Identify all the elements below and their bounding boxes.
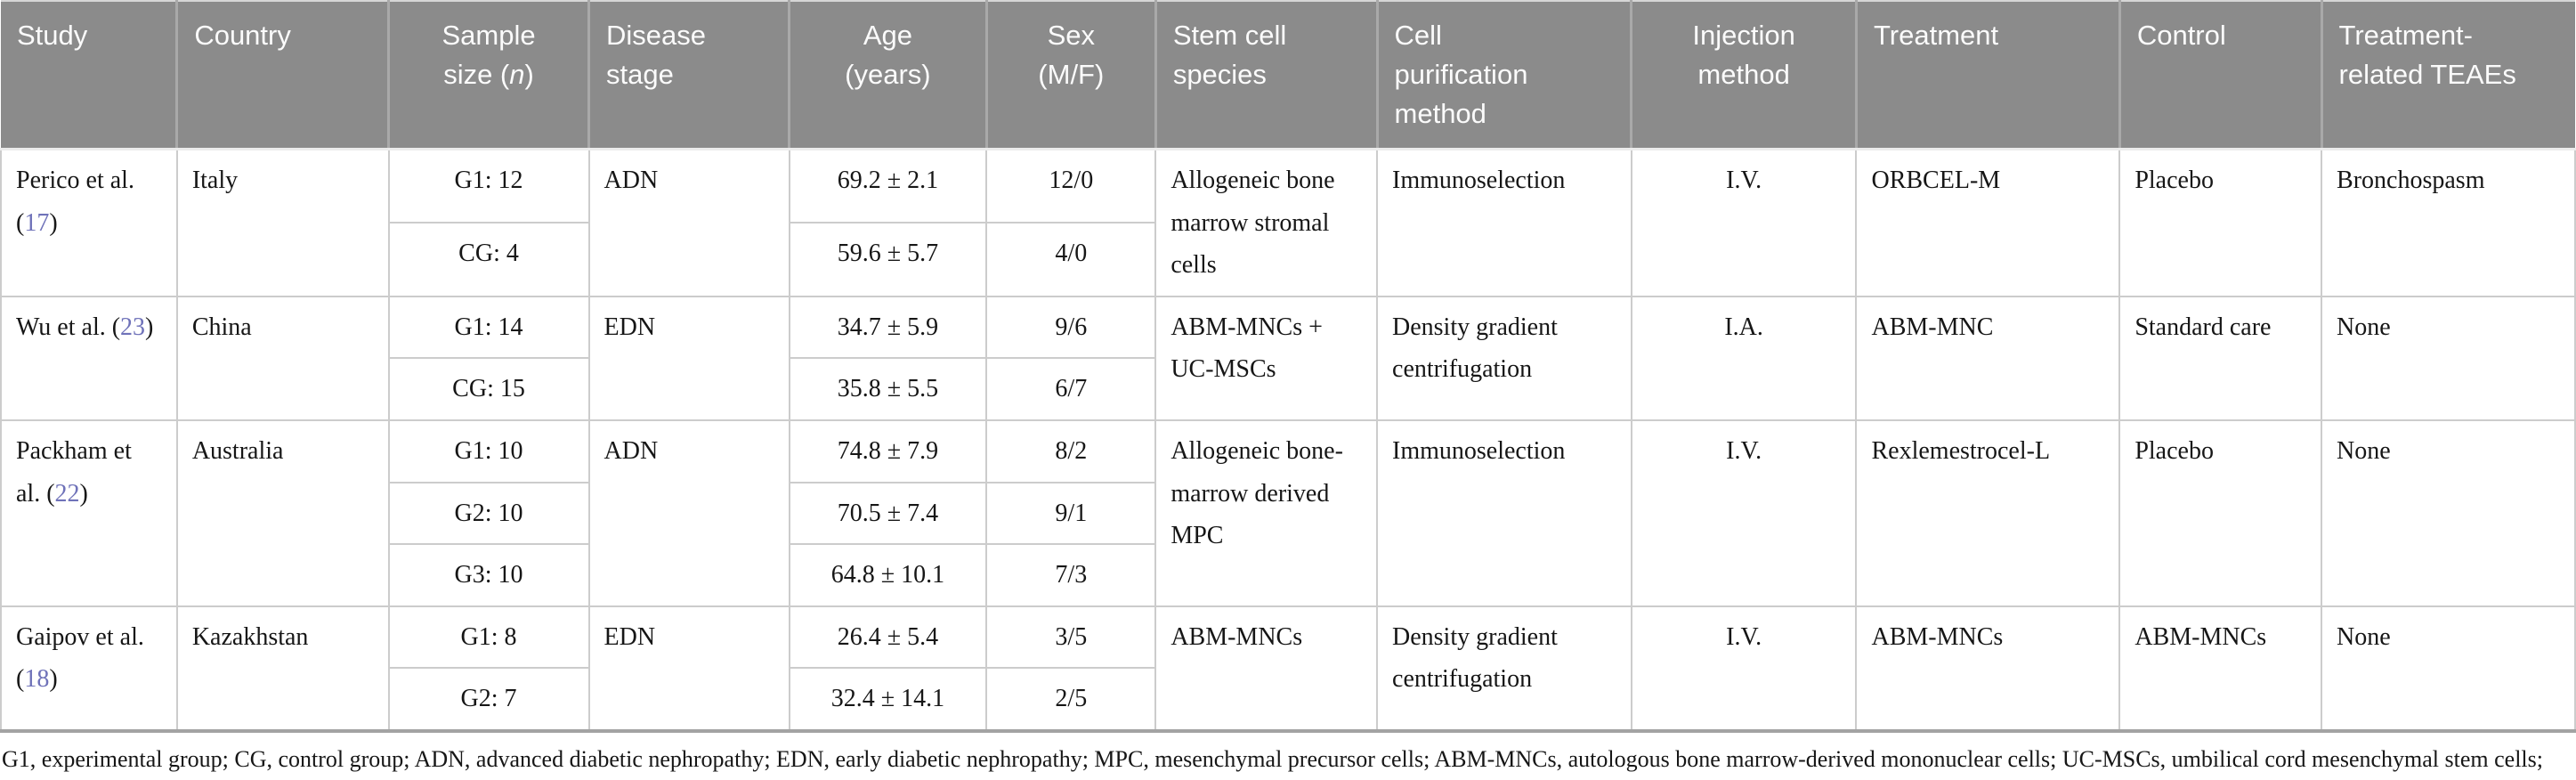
- column-header-control: Control: [2118, 1, 2322, 151]
- sample-size-cell: G1: 14: [387, 295, 590, 360]
- stem-cell-species-cell: Allogeneic bone-marrow derived MPC: [1154, 419, 1379, 607]
- age-cell: 69.2 ± 2.1: [788, 148, 988, 224]
- column-header-cell-purification-method: Cell purification method: [1375, 1, 1632, 151]
- country-cell: Kazakhstan: [175, 605, 390, 732]
- sample-size-cell: G3: 10: [387, 543, 590, 607]
- control-cell: Standard care: [2118, 295, 2323, 422]
- control-cell: ABM-MNCs: [2118, 605, 2323, 732]
- teaes-cell: None: [2321, 605, 2576, 732]
- table-footnote: G1, experimental group; CG, control grou…: [2, 745, 2543, 772]
- injection-method-cell: I.V.: [1630, 148, 1858, 297]
- citation-link[interactable]: 18: [24, 665, 50, 694]
- study-cell: Packham et al. (22): [0, 419, 178, 607]
- column-header-age: Age (years): [788, 1, 987, 151]
- teaes-cell: None: [2321, 295, 2576, 422]
- column-header-sample-size: Sample size (n): [387, 1, 589, 151]
- citation-link[interactable]: 22: [54, 479, 80, 508]
- column-header-treatment: Treatment: [1854, 1, 2120, 151]
- sample-size-cell: G2: 10: [387, 481, 590, 546]
- column-header-study: Study: [1, 1, 177, 151]
- age-cell: 26.4 ± 5.4: [788, 605, 988, 670]
- study-cell: Perico et al. (17): [0, 148, 178, 297]
- column-header-country: Country: [175, 1, 389, 151]
- citation-link[interactable]: 23: [120, 313, 146, 341]
- age-cell: 34.7 ± 5.9: [788, 295, 988, 360]
- stem-cell-species-cell: Allogeneic bone marrow stromal cells: [1154, 148, 1379, 297]
- header-row: Study Country Sample size (n) Disease stage Ag…: [1, 1, 2575, 151]
- injection-method-cell: I.V.: [1630, 605, 1858, 732]
- sample-size-cell: CG: 4: [387, 222, 590, 297]
- sex-cell: 3/5: [985, 605, 1157, 670]
- column-header-teaes: Treatment-related TEAEs: [2320, 1, 2575, 151]
- table-row: G3: 10 64.8 ± 10.1 7/3: [1, 543, 2575, 607]
- teaes-cell: Bronchospasm: [2321, 148, 2576, 297]
- treatment-cell: ABM-MNCs: [1855, 605, 2121, 732]
- study-cell: Gaipov et al. (18): [0, 605, 178, 732]
- injection-method-cell: I.V.: [1630, 419, 1858, 607]
- sex-cell: 4/0: [985, 222, 1157, 297]
- sample-size-cell: G1: 10: [387, 419, 590, 483]
- sex-cell: 9/1: [985, 481, 1157, 546]
- age-cell: 64.8 ± 10.1: [788, 543, 988, 607]
- sex-cell: 9/6: [985, 295, 1157, 360]
- study-cell: Wu et al. (23): [0, 295, 178, 422]
- injection-method-cell: I.A.: [1630, 295, 1858, 422]
- stem-cell-species-cell: ABM-MNCs: [1154, 605, 1379, 732]
- table-row: G2: 10 70.5 ± 7.4 9/1: [1, 481, 2575, 546]
- country-cell: Australia: [175, 419, 390, 607]
- sex-cell: 8/2: [985, 419, 1157, 483]
- age-cell: 35.8 ± 5.5: [788, 357, 988, 422]
- control-cell: Placebo: [2118, 148, 2323, 297]
- age-cell: 70.5 ± 7.4: [788, 481, 988, 546]
- treatment-cell: Rexlemestrocel-L: [1855, 419, 2121, 607]
- sample-size-cell: G2: 7: [387, 667, 590, 732]
- country-cell: Italy: [175, 148, 390, 297]
- cell-purification-method-cell: Density gradient centrifugation: [1376, 295, 1632, 422]
- teaes-cell: None: [2321, 419, 2576, 607]
- column-header-disease-stage: Disease stage: [587, 1, 790, 151]
- cell-purification-method-cell: Density gradient centrifugation: [1376, 605, 1632, 732]
- sample-size-cell: G1: 12: [387, 148, 590, 224]
- disease-stage-cell: ADN: [587, 419, 790, 607]
- cell-purification-method-cell: Immunoselection: [1376, 419, 1632, 607]
- control-cell: Placebo: [2118, 419, 2323, 607]
- table-header: Study Country Sample size (n) Disease stage Ag…: [1, 1, 2575, 151]
- sex-cell: 6/7: [985, 357, 1157, 422]
- sex-cell: 2/5: [985, 667, 1157, 732]
- column-header-injection-method: Injection method: [1630, 1, 1857, 151]
- age-cell: 32.4 ± 14.1: [788, 667, 988, 732]
- disease-stage-cell: ADN: [587, 148, 790, 297]
- disease-stage-cell: EDN: [587, 605, 790, 732]
- sex-cell: 12/0: [985, 148, 1157, 224]
- citation-link[interactable]: 17: [24, 208, 50, 237]
- disease-stage-cell: EDN: [587, 295, 790, 422]
- column-header-sex: Sex (M/F): [984, 1, 1156, 151]
- cell-purification-method-cell: Immunoselection: [1376, 148, 1632, 297]
- clinical-studies-table: Study Country Sample size (n) Disease stage Ag…: [0, 0, 2576, 733]
- table-row: Gaipov et al. (18) Kazakhstan G1: 8 EDN 26.4…: [0, 605, 2576, 732]
- treatment-cell: ABM-MNC: [1855, 295, 2121, 422]
- table-row: CG: 4 59.6 ± 5.7 4/0: [1, 222, 2575, 297]
- column-header-stem-cell-species: Stem cell species: [1154, 1, 1378, 151]
- table-row: Wu et al. (23) China G1: 14 EDN 34.7 ± 5.9 9/…: [0, 295, 2576, 422]
- table-row: Packham et al. (22) Australia G1: 10 ADN 74.…: [0, 419, 2576, 607]
- treatment-cell: ORBCEL-M: [1855, 148, 2121, 297]
- sex-cell: 7/3: [985, 543, 1157, 607]
- table-row: CG: 15 35.8 ± 5.5 6/7: [1, 357, 2575, 422]
- table-row: G2: 7 32.4 ± 14.1 2/5: [1, 667, 2575, 732]
- age-cell: 74.8 ± 7.9: [788, 419, 988, 483]
- country-cell: China: [175, 295, 390, 422]
- table-body: Perico et al. (17) Italy G1: 12 ADN 69.2 ± 2…: [0, 148, 2576, 732]
- stem-cell-species-cell: ABM-MNCs + UC-MSCs: [1154, 295, 1379, 422]
- sample-size-cell: G1: 8: [387, 605, 590, 670]
- age-cell: 59.6 ± 5.7: [788, 222, 988, 297]
- table-row: Perico et al. (17) Italy G1: 12 ADN 69.2 ± 2…: [0, 148, 2576, 297]
- sample-size-cell: CG: 15: [387, 357, 590, 422]
